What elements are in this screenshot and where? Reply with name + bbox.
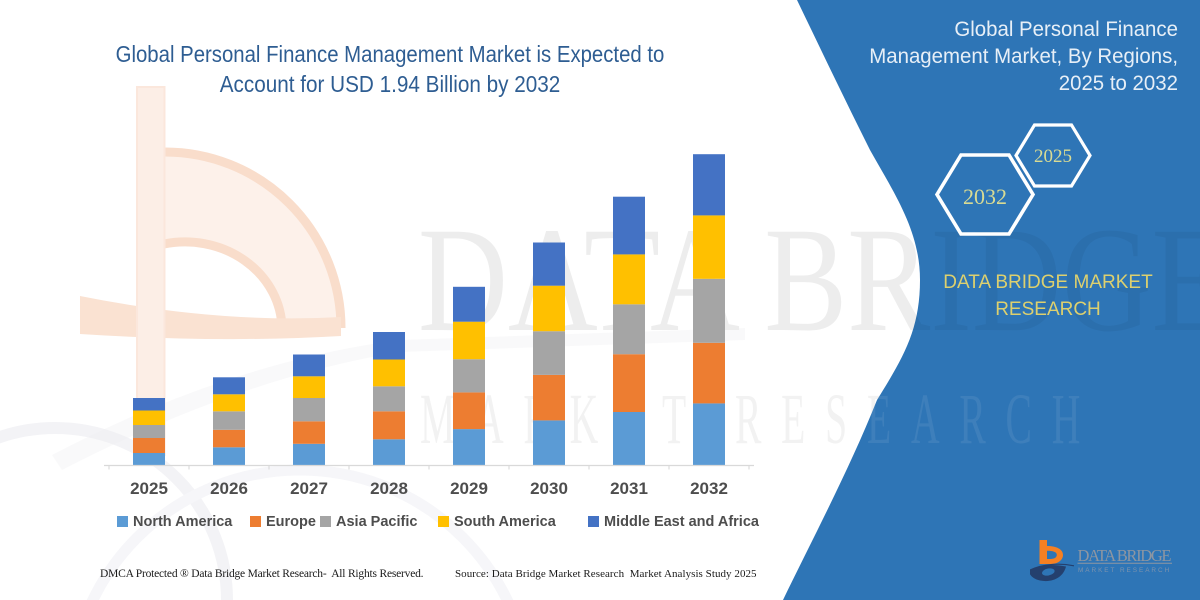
- svg-text:DATA BRIDGE: DATA BRIDGE: [1078, 546, 1172, 565]
- svg-text:MARKET RESEARCH: MARKET RESEARCH: [1078, 567, 1171, 574]
